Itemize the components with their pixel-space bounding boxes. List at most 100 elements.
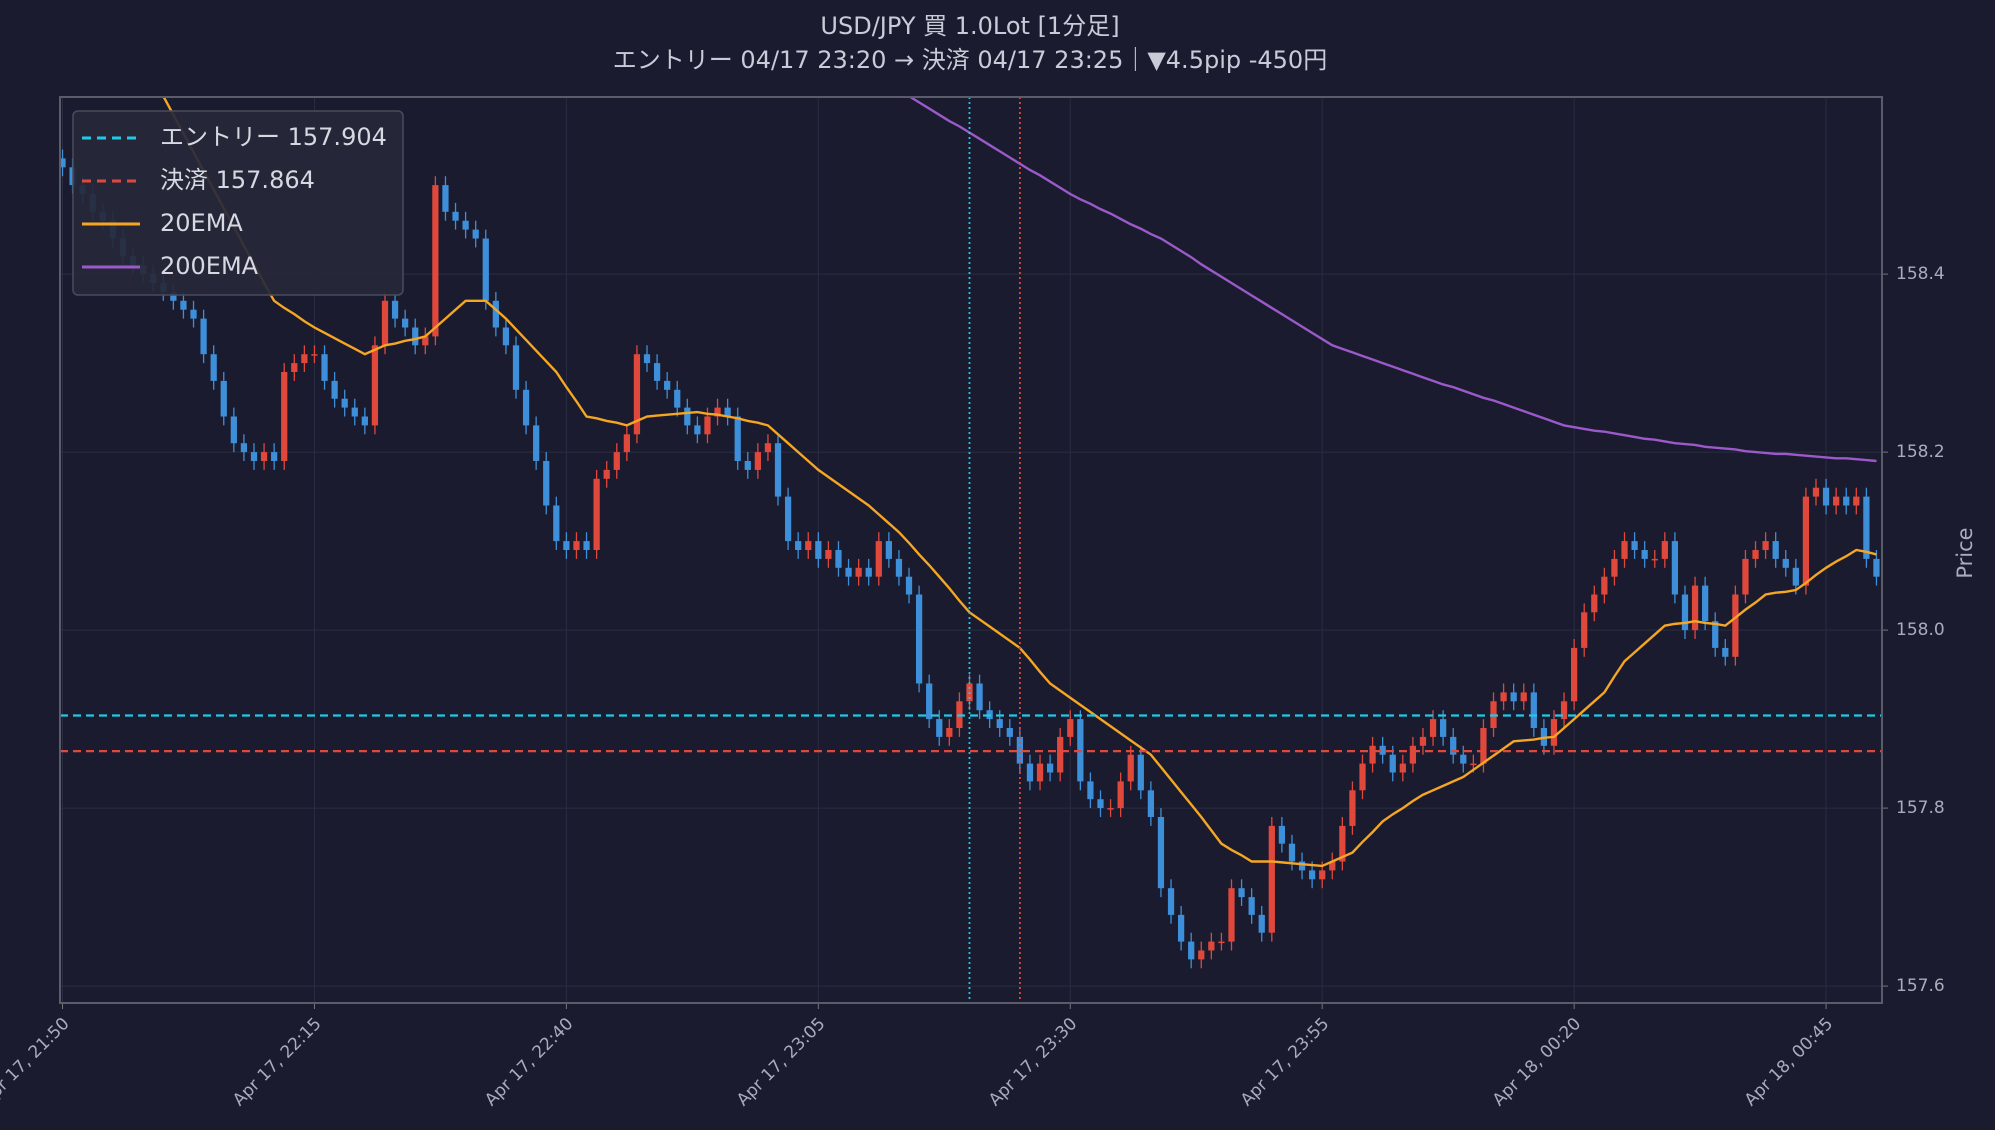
candle-body [704, 416, 711, 435]
candle-body [875, 541, 882, 577]
candle-body [1208, 941, 1215, 951]
candle-body [1258, 914, 1265, 933]
candle-body [885, 541, 892, 559]
legend-box [72, 110, 404, 296]
candle-body [180, 300, 187, 310]
chart-subtitle: エントリー 04/17 23:20 → 決済 04/17 23:25｜▼4.5p… [613, 46, 1327, 74]
candle-body [784, 496, 792, 542]
candle-body [1147, 790, 1155, 817]
candle-body [230, 416, 237, 444]
candle-body [1137, 754, 1144, 791]
candle-body [1520, 692, 1527, 702]
candle-body [1016, 736, 1023, 764]
candle-body [1359, 763, 1366, 791]
candle-body [1500, 692, 1507, 702]
candle-body [1026, 763, 1034, 782]
candle-body [996, 719, 1003, 728]
candle-body [1268, 825, 1275, 933]
candle-body [1248, 897, 1255, 915]
candle-body [855, 567, 862, 577]
candle-body [895, 558, 903, 577]
candle-body [331, 380, 338, 399]
candle-body [643, 354, 651, 364]
candle-body [1006, 727, 1013, 737]
candle-body [805, 541, 812, 550]
candle-body [190, 309, 197, 319]
candle-body [1369, 745, 1376, 764]
candle-body [1742, 558, 1749, 595]
candle-body [1470, 763, 1477, 766]
candle-body [422, 336, 429, 346]
candle-body [664, 380, 671, 390]
candle-body [1450, 736, 1457, 755]
candle-body [321, 354, 328, 381]
candle-body [724, 407, 731, 417]
candle-body [1873, 558, 1880, 577]
candle-body [250, 452, 258, 462]
candle-body [1571, 647, 1578, 702]
candle-body [1288, 843, 1296, 862]
candle-body [563, 541, 570, 550]
candle-body [1117, 781, 1124, 809]
candle-body [1671, 541, 1679, 595]
candle-body [1792, 567, 1799, 586]
candle-body [1601, 576, 1608, 595]
candle-body [613, 452, 620, 470]
candle-body [1389, 754, 1396, 773]
candle-body [1722, 647, 1729, 657]
candle-body [674, 389, 681, 408]
ema-line [908, 97, 1877, 463]
candle-body [502, 327, 510, 346]
candle-body [774, 443, 782, 497]
y-tick-label: 157.8 [1896, 798, 1945, 818]
legend-label: エントリー 157.904 [160, 123, 387, 151]
candle-body [603, 469, 610, 479]
candle-body [1782, 558, 1789, 568]
candle-body [1319, 870, 1326, 880]
candle-body [1812, 487, 1820, 497]
candle-body [452, 211, 459, 221]
candle-body [926, 683, 933, 720]
candle-body [1843, 496, 1850, 506]
candle-body [1631, 541, 1638, 550]
candle-body [381, 300, 389, 346]
candle-body [694, 425, 701, 435]
candle-body [1863, 496, 1870, 559]
candle-body [1329, 861, 1336, 871]
candle-body [1621, 541, 1628, 559]
candle-body [1510, 692, 1517, 702]
candle-body [754, 452, 761, 470]
plot-area [60, 97, 1882, 1003]
candle-body [301, 354, 308, 364]
candle-body [734, 416, 741, 462]
candle-body [1822, 487, 1830, 506]
candle-body [1853, 496, 1860, 506]
candle-body [351, 407, 358, 417]
candle-body [1157, 816, 1165, 889]
candle-body [1399, 763, 1406, 773]
candle-body [1067, 719, 1074, 737]
candle-body [936, 719, 943, 737]
candle-body [905, 576, 913, 595]
candle-body [1087, 781, 1094, 800]
legend-label: 200EMA [160, 252, 259, 280]
candle-body [915, 594, 923, 684]
candle-body [593, 478, 600, 550]
candle-body [1460, 754, 1467, 764]
candle-body [543, 461, 550, 506]
candle-body [220, 380, 227, 417]
candle-body [1550, 719, 1558, 746]
candle-body [1409, 745, 1417, 764]
candle-body [795, 541, 802, 550]
candle-body [1581, 612, 1588, 648]
candle-body [865, 567, 872, 577]
candle-body [845, 567, 852, 577]
y-tick-label: 158.0 [1896, 620, 1945, 640]
candle-body [1530, 692, 1537, 728]
candle-body [583, 541, 590, 550]
candle-body [1036, 763, 1044, 782]
candle-body [1097, 799, 1104, 809]
candle-body [825, 550, 832, 559]
